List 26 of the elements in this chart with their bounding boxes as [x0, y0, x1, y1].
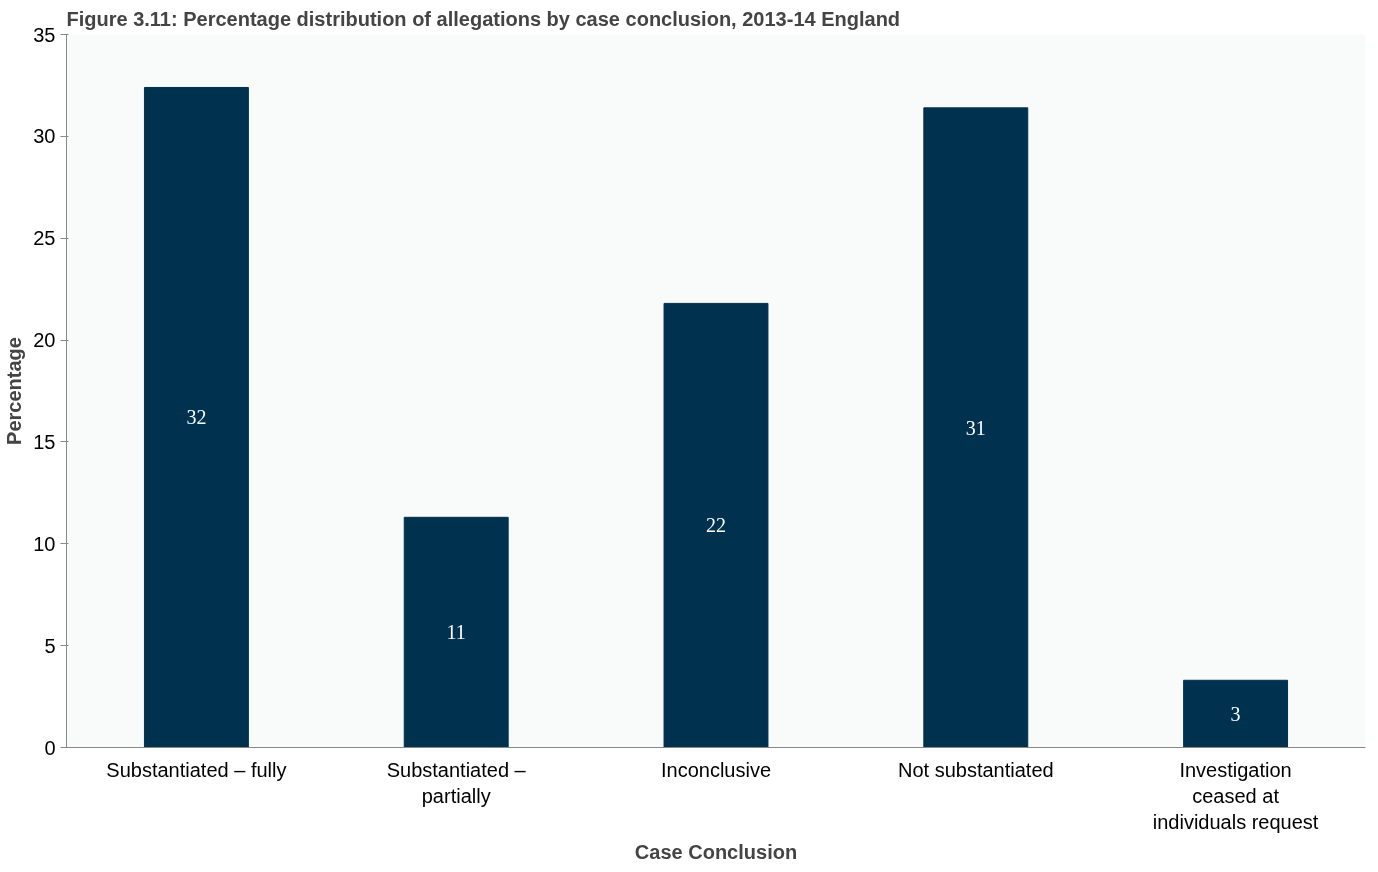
- y-tick-label: 15: [33, 430, 56, 453]
- x-tick-label: Investigation ceased at individuals request: [1152, 758, 1319, 834]
- bar: [143, 86, 249, 748]
- x-axis-title: Case Conclusion: [634, 841, 798, 864]
- data-label: 31: [965, 416, 986, 439]
- y-tick-label: 10: [33, 532, 56, 555]
- data-label: 32: [186, 406, 207, 429]
- bar: [403, 516, 509, 748]
- data-label: 11: [446, 621, 466, 644]
- bar: [1183, 679, 1289, 748]
- y-tick-label: 35: [33, 23, 56, 46]
- y-tick-label: 30: [33, 125, 56, 148]
- x-tick-label: Inconclusive: [660, 758, 772, 781]
- x-tick-label: Substantiated – fully: [106, 758, 287, 781]
- bar: [923, 107, 1029, 748]
- y-tick-label: 25: [33, 227, 56, 250]
- bar: [663, 302, 769, 748]
- x-tick-label: Substantiated – partially: [386, 758, 527, 807]
- y-tick-label: 5: [44, 634, 56, 657]
- x-tick-label: Not substantiated: [897, 758, 1054, 781]
- data-label: 22: [706, 514, 726, 537]
- y-tick-label: 0: [44, 736, 56, 759]
- y-tick-label: 20: [33, 329, 56, 352]
- data-label: 3: [1230, 702, 1241, 725]
- y-axis-title: Percentage: [3, 337, 26, 445]
- chart-title: Figure 3.11: Percentage distribution of allegations by case conclusion, 2013-14 England: [66, 7, 901, 30]
